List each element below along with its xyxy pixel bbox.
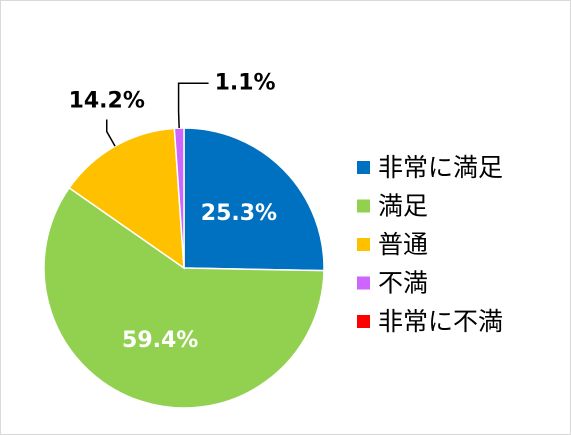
legend-label: 不満 xyxy=(378,269,428,298)
data-label: 59.4% xyxy=(122,328,198,353)
leader-line xyxy=(105,119,116,147)
data-label: 1.1% xyxy=(215,70,276,95)
pie-slice xyxy=(68,127,185,270)
legend-swatch xyxy=(357,238,370,251)
data-label: 25.3% xyxy=(201,201,277,226)
legend-label: 非常に不満 xyxy=(378,307,503,336)
legend-swatch xyxy=(357,199,370,213)
pie-slice xyxy=(183,127,325,272)
legend-swatch xyxy=(357,276,370,290)
legend-label: 満足 xyxy=(378,192,428,221)
legend-swatch xyxy=(357,161,370,174)
legend-label: 普通 xyxy=(378,230,428,259)
pie-slice xyxy=(43,186,325,409)
legend-label: 非常に満足 xyxy=(378,153,503,182)
data-label: 14.2% xyxy=(69,89,145,114)
legend-swatch xyxy=(357,315,370,328)
leader-line xyxy=(177,82,209,129)
